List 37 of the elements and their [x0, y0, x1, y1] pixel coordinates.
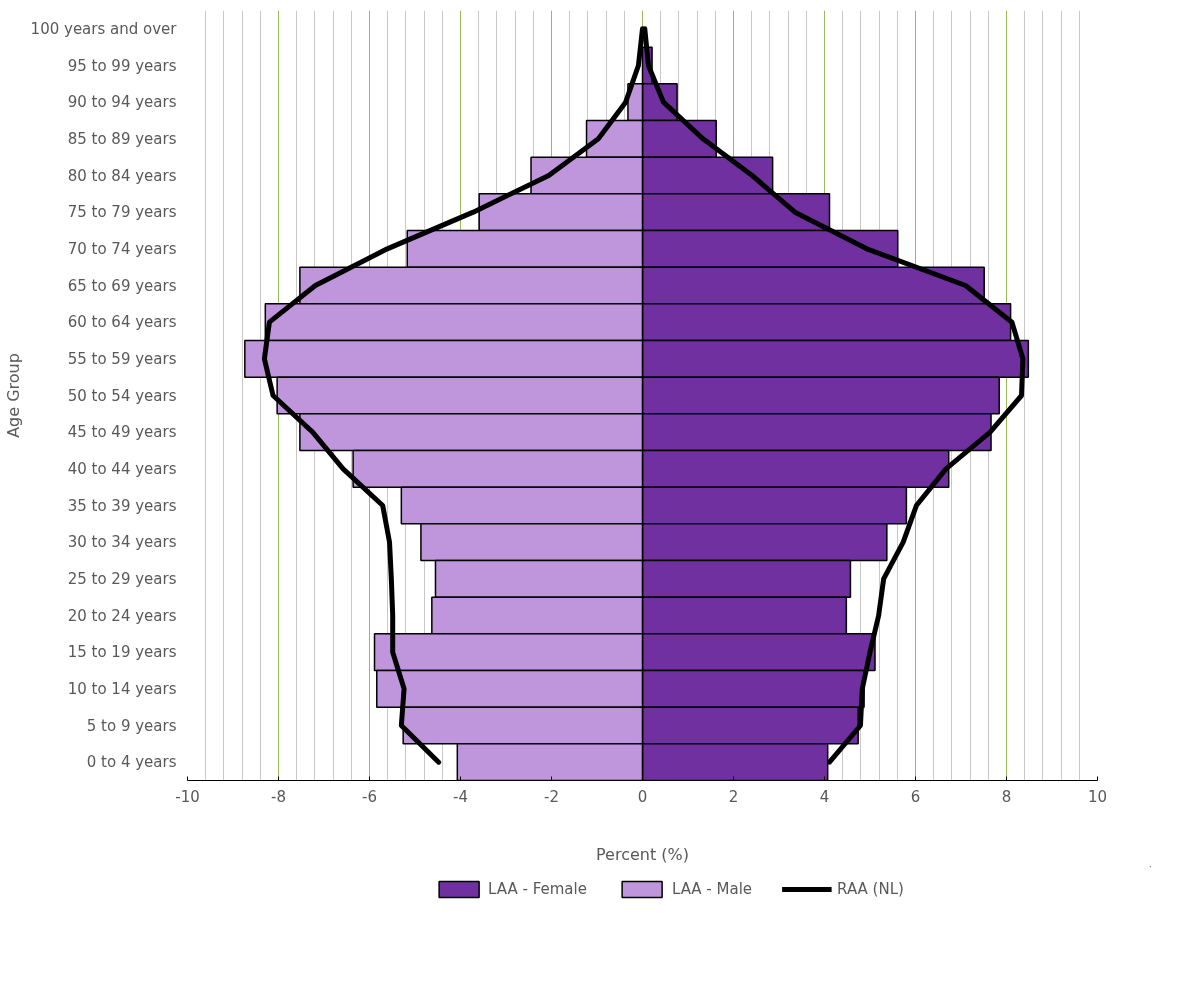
y-tick-label: 15 to 19 years [67, 643, 177, 662]
y-tick-label: 5 to 9 years [86, 716, 177, 735]
legend-label: RAA (NL) [837, 880, 904, 898]
x-tick-label: -2 [544, 787, 559, 806]
y-tick-label: 100 years and over [30, 19, 178, 38]
y-tick-label: 55 to 59 years [67, 349, 177, 368]
x-tick-label: -6 [362, 787, 377, 806]
y-tick-label: 85 to 89 years [67, 129, 177, 148]
y-tick-label: 65 to 69 years [67, 276, 177, 295]
y-tick-label: 75 to 79 years [67, 203, 177, 222]
x-axis-title: Percent (%) [596, 844, 689, 864]
x-tick-label: 2 [728, 787, 739, 806]
y-tick-label: 90 to 94 years [67, 93, 177, 112]
legend-label: LAA - Female [488, 880, 587, 898]
x-tick-label: 0 [637, 787, 648, 806]
legend-label: LAA - Male [671, 880, 753, 898]
x-tick-label: 4 [819, 787, 830, 806]
y-tick-label: 95 to 99 years [67, 56, 177, 75]
y-tick-label: 0 to 4 years [86, 753, 177, 772]
y-tick-label: 40 to 44 years [67, 459, 177, 478]
y-tick-label: 50 to 54 years [67, 386, 177, 405]
y-tick-label: 25 to 29 years [67, 569, 177, 588]
y-tick-label: 60 to 64 years [67, 313, 177, 332]
y-tick-label: 35 to 39 years [67, 496, 177, 515]
y-tick-label: 20 to 24 years [67, 606, 177, 625]
y-tick-label: 45 to 49 years [67, 423, 177, 442]
x-tick-label: -10 [175, 787, 200, 806]
x-tick-label: -4 [453, 787, 468, 806]
y-tick-label: 80 to 84 years [67, 166, 177, 185]
y-tick-label: 10 to 14 years [67, 679, 177, 698]
y-tick-label: 30 to 34 years [67, 533, 177, 552]
x-tick-label: 8 [1001, 787, 1012, 806]
x-tick-label: 6 [910, 787, 921, 806]
x-tick-label: 10 [1087, 787, 1108, 806]
y-axis-title: Age Group [3, 353, 23, 438]
y-tick-label: 70 to 74 years [67, 239, 177, 258]
x-tick-label: -8 [271, 787, 286, 806]
